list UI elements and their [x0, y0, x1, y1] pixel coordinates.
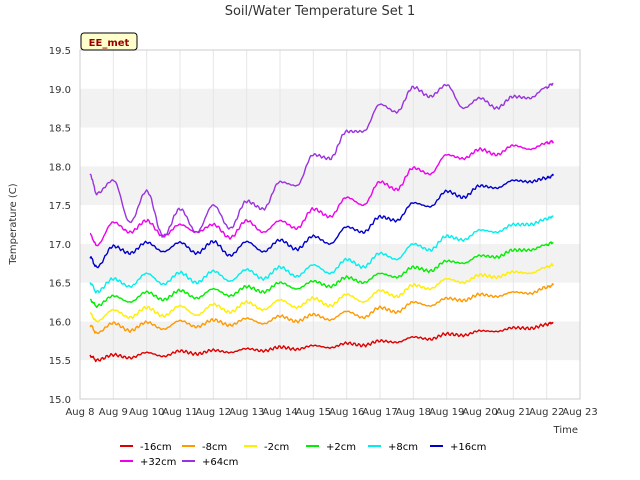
- series-line-+64cm: [89, 82, 554, 238]
- x-tick-label: Aug 15: [296, 407, 331, 418]
- legend-label: +2cm: [326, 442, 356, 453]
- x-tick-label: Aug 18: [396, 407, 431, 418]
- y-tick-label: 17.0: [49, 240, 71, 251]
- x-tick-label: Aug 10: [129, 407, 164, 418]
- legend-label: +16cm: [450, 442, 486, 453]
- y-tick-label: 16.5: [49, 279, 71, 290]
- plot-frame: [79, 49, 581, 400]
- x-tick-label: Aug 21: [496, 407, 531, 418]
- series-lines: [89, 82, 554, 363]
- series-line--2cm: [89, 263, 554, 323]
- y-tick-label: 17.5: [49, 201, 71, 212]
- legend-label: +8cm: [388, 442, 418, 453]
- x-tick-label: Aug 13: [229, 407, 264, 418]
- y-tick-label: 18.5: [49, 124, 71, 135]
- background-band: [80, 166, 580, 206]
- x-tick-label: Aug 11: [162, 407, 197, 418]
- x-tick-label: Aug 22: [529, 407, 564, 418]
- y-axis-ticks: 15.0 15.5 16.0 16.5 17.0 17.5 18.0 18.5 19.0 19.5: [49, 46, 71, 406]
- legend-label: -16cm: [140, 442, 172, 453]
- legend-label: +32cm: [140, 457, 176, 468]
- x-tick-label: Aug 23: [562, 407, 597, 418]
- background-band: [80, 88, 580, 128]
- y-tick-label: 18.0: [49, 162, 71, 173]
- chart-title: Soil/Water Temperature Set 1: [225, 4, 416, 19]
- x-tick-label: Aug 14: [262, 407, 297, 418]
- x-tick-label: Aug 12: [196, 407, 231, 418]
- y-tick-label: 15.0: [49, 395, 71, 406]
- legend-label: -8cm: [202, 442, 227, 453]
- background-bands: [80, 88, 580, 361]
- series-line--8cm: [89, 283, 554, 335]
- y-tick-label: 19.5: [49, 46, 71, 57]
- series-line-+2cm: [89, 241, 554, 309]
- series-line-+32cm: [89, 139, 554, 247]
- x-tick-label: Aug 9: [99, 407, 128, 418]
- y-tick-label: 19.0: [49, 85, 71, 96]
- station-badge: EE_met: [80, 32, 138, 51]
- x-axis-label: Time: [553, 425, 578, 436]
- y-axis-label: Temperature (C): [8, 183, 19, 265]
- series-line-+8cm: [89, 215, 554, 294]
- series-line--16cm: [89, 321, 554, 363]
- y-tick-label: 16.0: [49, 317, 71, 328]
- x-tick-label: Aug 20: [462, 407, 497, 418]
- legend-label: -2cm: [264, 442, 289, 453]
- legend: -16cm -8cm -2cm +2cm +8cm +16cm +32cm +64cm: [120, 442, 486, 468]
- legend-label: +64cm: [202, 457, 238, 468]
- x-tick-label: Aug 19: [429, 407, 464, 418]
- background-band: [80, 243, 580, 283]
- x-tick-label: Aug 8: [65, 407, 94, 418]
- series-line-+16cm: [89, 173, 554, 269]
- y-tick-label: 15.5: [49, 356, 71, 367]
- x-tick-label: Aug 16: [329, 407, 364, 418]
- station-label: EE_met: [89, 38, 130, 49]
- x-tick-label: Aug 17: [362, 407, 397, 418]
